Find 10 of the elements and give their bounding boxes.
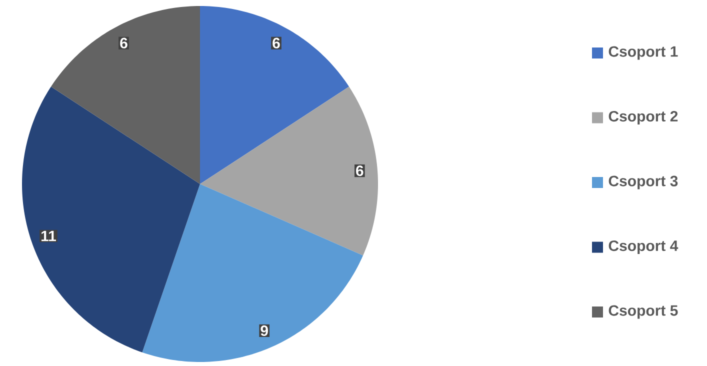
legend-label: Csoport 2 bbox=[608, 110, 678, 125]
data-label: 6 bbox=[272, 38, 280, 48]
data-label: 11 bbox=[41, 230, 56, 242]
legend-label: Csoport 1 bbox=[608, 46, 678, 60]
data-label: 9 bbox=[260, 325, 268, 336]
data-label: 6 bbox=[356, 165, 364, 176]
legend-label: Csoport 3 bbox=[608, 176, 678, 190]
data-label: 6 bbox=[120, 38, 128, 48]
legend-label: Csoport 4 bbox=[608, 240, 678, 254]
legend-label: Csoport 5 bbox=[608, 305, 678, 319]
